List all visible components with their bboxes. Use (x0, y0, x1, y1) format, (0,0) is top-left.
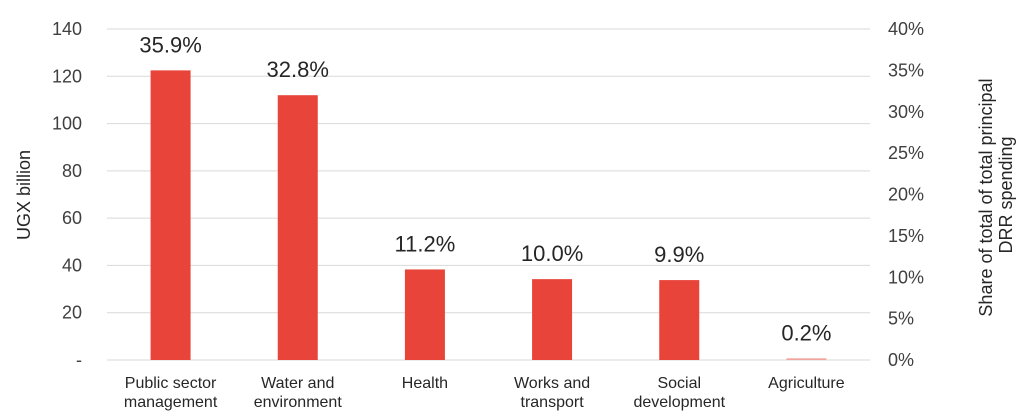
bar (277, 95, 318, 360)
y-tick-label-right: 5% (888, 309, 914, 329)
data-label: 10.0% (521, 241, 583, 266)
x-tick-label-line: Public sector (125, 375, 217, 392)
y-tick-label-right: 10% (888, 267, 924, 287)
y-axis-left: - 20 40 60 80 100 120 140 (52, 19, 82, 370)
y-axis-right: 0% 5% 10% 15% 20% 25% 30% 35% 40% (888, 19, 924, 370)
y-tick-label-right: 25% (888, 143, 924, 163)
x-tick-label: Agriculture (768, 375, 845, 392)
y-axis-right-title-line-2: DRR spending (996, 136, 1016, 253)
x-tick-label: Health (402, 375, 448, 392)
y-tick-label-right: 0% (888, 350, 914, 370)
bar (786, 358, 827, 360)
x-tick-label-line: Social (657, 375, 701, 392)
x-tick-label: Works and transport (514, 375, 590, 411)
y-tick-label-left: - (76, 350, 82, 370)
y-tick-label-right: 15% (888, 226, 924, 246)
y-axis-right-title: Share of total of total principal DRR sp… (976, 73, 1016, 316)
data-label: 0.2% (781, 320, 831, 345)
x-tick-label: Social development (633, 375, 725, 411)
x-tick-label-line: management (124, 394, 218, 411)
data-label: 9.9% (654, 242, 704, 267)
x-tick-label-line: development (633, 394, 725, 411)
y-tick-label-left: 20 (62, 303, 82, 323)
bar (150, 70, 191, 360)
y-axis-left-title: UGX billion (14, 150, 34, 240)
y-tick-label-left: 140 (52, 19, 82, 39)
y-tick-label-left: 40 (62, 255, 82, 275)
gridlines (107, 28, 870, 361)
x-tick-label-line: Works and (514, 375, 590, 392)
y-tick-label-right: 35% (888, 60, 924, 80)
y-tick-label-right: 30% (888, 102, 924, 122)
y-tick-label-left: 100 (52, 114, 82, 134)
y-tick-label-right: 20% (888, 185, 924, 205)
x-tick-label: Public sector management (124, 375, 218, 411)
x-tick-label-line: environment (254, 394, 343, 411)
bar (532, 279, 573, 360)
y-tick-label-left: 60 (62, 208, 82, 228)
x-tick-label-line: Water and (261, 375, 334, 392)
data-label: 11.2% (395, 231, 456, 256)
y-tick-label-right: 40% (888, 19, 924, 39)
bars (150, 70, 827, 360)
x-tick-label-line: Health (402, 375, 448, 392)
data-labels: 35.9% 32.8% 11.2% 10.0% 9.9% 0.2% (139, 32, 831, 345)
x-tick-label-line: transport (521, 394, 585, 411)
data-label: 32.8% (267, 57, 329, 82)
y-axis-right-title-line-1: Share of total of total principal (976, 78, 996, 316)
x-tick-label: Water and environment (254, 375, 343, 411)
data-label: 35.9% (139, 32, 201, 57)
x-tick-label-line: Agriculture (768, 375, 845, 392)
x-axis-categories: Public sector management Water and environm… (124, 375, 845, 411)
y-tick-label-left: 120 (52, 66, 82, 86)
bar (404, 269, 445, 360)
y-tick-label-left: 80 (62, 161, 82, 181)
bar (659, 280, 700, 360)
